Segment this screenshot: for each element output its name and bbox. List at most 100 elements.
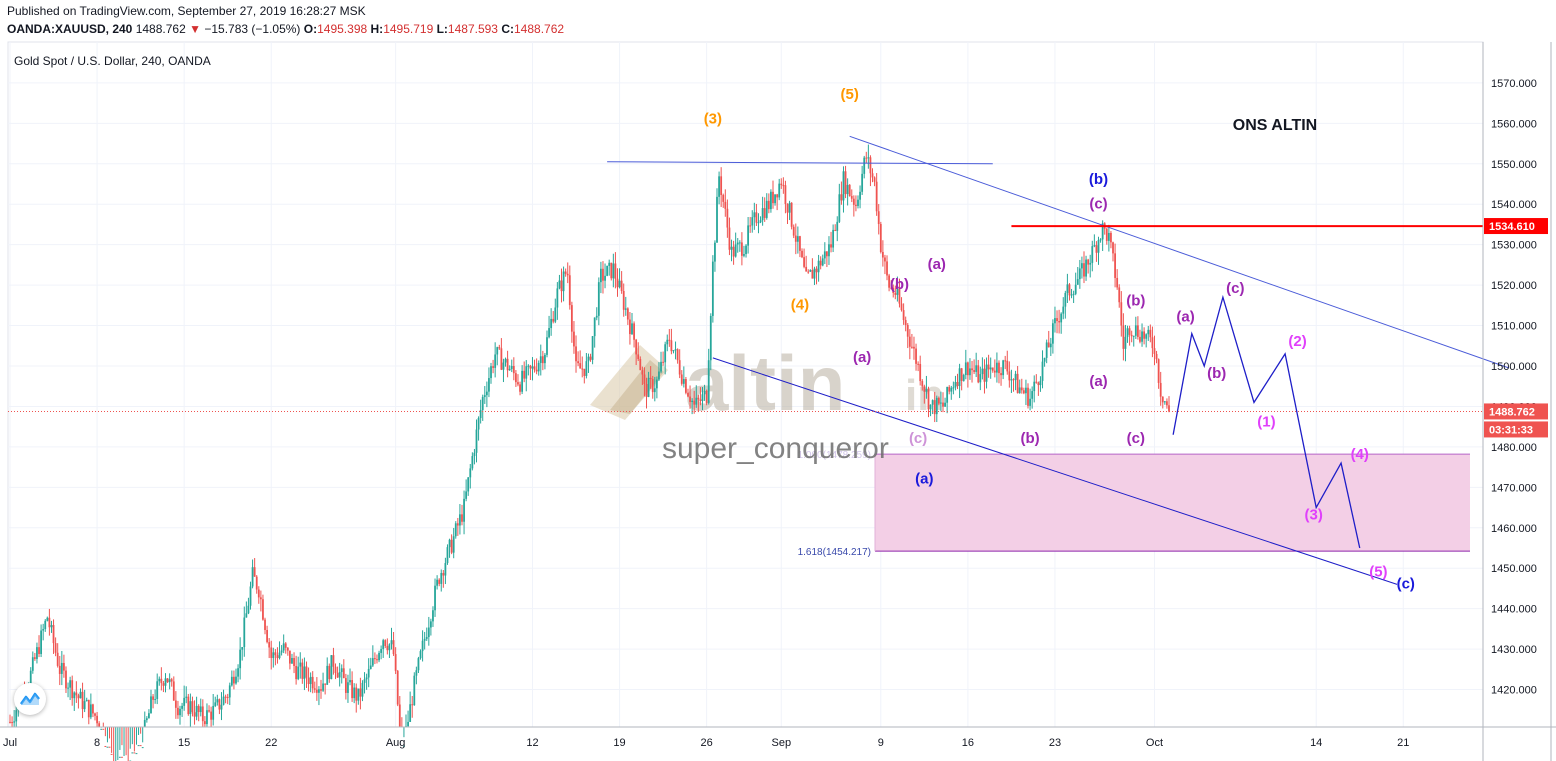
candle-body xyxy=(747,225,750,246)
wave-label: (3) xyxy=(704,110,722,127)
candle-body xyxy=(1132,335,1135,337)
candle-body xyxy=(931,400,934,405)
candle-body xyxy=(191,701,194,713)
candle-body xyxy=(195,705,198,717)
candle-body xyxy=(197,705,200,713)
grid xyxy=(7,41,1484,728)
candle-body xyxy=(419,651,422,659)
candle-body xyxy=(133,752,136,754)
candle-body xyxy=(537,362,540,372)
candle-body xyxy=(479,410,482,419)
candle-body xyxy=(925,388,928,392)
candle-body xyxy=(315,689,318,693)
candle-body xyxy=(1062,306,1065,314)
candle-body xyxy=(884,257,886,262)
candle-body xyxy=(1166,401,1168,406)
wave-label: (2) xyxy=(1288,333,1306,350)
candle-body xyxy=(226,697,229,699)
candle-body xyxy=(1027,387,1029,406)
candle-body xyxy=(796,236,799,242)
candle-body xyxy=(790,202,793,227)
candle-body xyxy=(305,666,308,678)
candle-body xyxy=(413,675,416,706)
candle-body xyxy=(1049,343,1052,348)
wave-label: (c) xyxy=(1397,575,1415,592)
candle-body xyxy=(469,468,472,478)
y-tick-label: 1470.000 xyxy=(1491,482,1537,494)
candle-body xyxy=(1058,321,1061,323)
candle-body xyxy=(359,688,362,697)
candle-body xyxy=(908,336,911,347)
candle-body xyxy=(483,395,486,398)
candle-body xyxy=(711,261,714,316)
candle-body xyxy=(185,696,188,698)
candle-body xyxy=(892,287,895,294)
candle-body xyxy=(137,745,140,747)
candle-body xyxy=(407,721,409,727)
candle-body xyxy=(31,657,34,671)
candle-body xyxy=(944,402,946,407)
candle-body xyxy=(973,370,975,372)
candle-body xyxy=(481,397,484,411)
candle-body xyxy=(42,629,45,631)
candle-body xyxy=(765,200,768,218)
candle-body xyxy=(272,652,275,658)
candle-body xyxy=(459,514,461,526)
candle-body xyxy=(394,654,397,671)
candle-body xyxy=(1018,387,1021,394)
candle-body xyxy=(570,305,573,332)
candle-body xyxy=(249,586,252,606)
candle-body xyxy=(519,384,521,392)
candle-body xyxy=(485,391,488,396)
candle-body xyxy=(158,678,161,682)
candle-body xyxy=(351,680,353,699)
candle-body xyxy=(825,251,828,257)
candle-body xyxy=(691,400,694,402)
candle-body xyxy=(79,691,82,699)
wave-label: (b) xyxy=(1126,292,1145,309)
x-tick-label: Jul xyxy=(3,737,17,749)
candle-body xyxy=(1068,284,1071,296)
candle-body xyxy=(890,287,893,289)
candle-body xyxy=(13,721,16,723)
candle-body xyxy=(1101,223,1104,240)
candle-body xyxy=(801,250,803,258)
candle-body xyxy=(44,620,47,630)
candle-body xyxy=(409,704,412,722)
candle-body xyxy=(927,388,930,410)
candle-body xyxy=(1153,348,1156,354)
candle-body xyxy=(940,402,942,404)
candle-body xyxy=(324,683,327,685)
candle-body xyxy=(714,242,716,262)
y-tick-label: 1440.000 xyxy=(1491,604,1537,616)
candle-body xyxy=(977,365,980,383)
candle-body xyxy=(432,610,434,622)
candle-body xyxy=(181,705,183,709)
x-tick-label: 22 xyxy=(265,737,277,749)
candle-body xyxy=(728,227,731,250)
candle-body xyxy=(477,418,480,430)
candle-body xyxy=(500,348,503,370)
candle-body xyxy=(444,563,447,576)
candle-body xyxy=(709,315,712,361)
candle-body xyxy=(548,328,550,338)
candle-body xyxy=(65,670,67,689)
candle-body xyxy=(794,235,797,242)
candle-body xyxy=(1136,325,1139,337)
candle-body xyxy=(208,710,210,712)
candle-body xyxy=(56,652,59,666)
candle-body xyxy=(805,266,808,272)
fib-zone: 1.618(1454.217) 1.000(1478.259) xyxy=(798,450,1470,558)
candle-body xyxy=(585,361,588,376)
candle-body xyxy=(338,672,341,678)
candle-body xyxy=(697,397,700,400)
candle-body xyxy=(517,382,519,385)
tradingview-logo-icon[interactable] xyxy=(14,683,46,715)
wave-label: (3) xyxy=(1305,507,1323,524)
candle-body xyxy=(875,181,878,212)
x-tick-label: 8 xyxy=(94,737,100,749)
candle-body xyxy=(96,715,98,724)
candle-body xyxy=(496,347,499,355)
candle-body xyxy=(251,567,254,587)
